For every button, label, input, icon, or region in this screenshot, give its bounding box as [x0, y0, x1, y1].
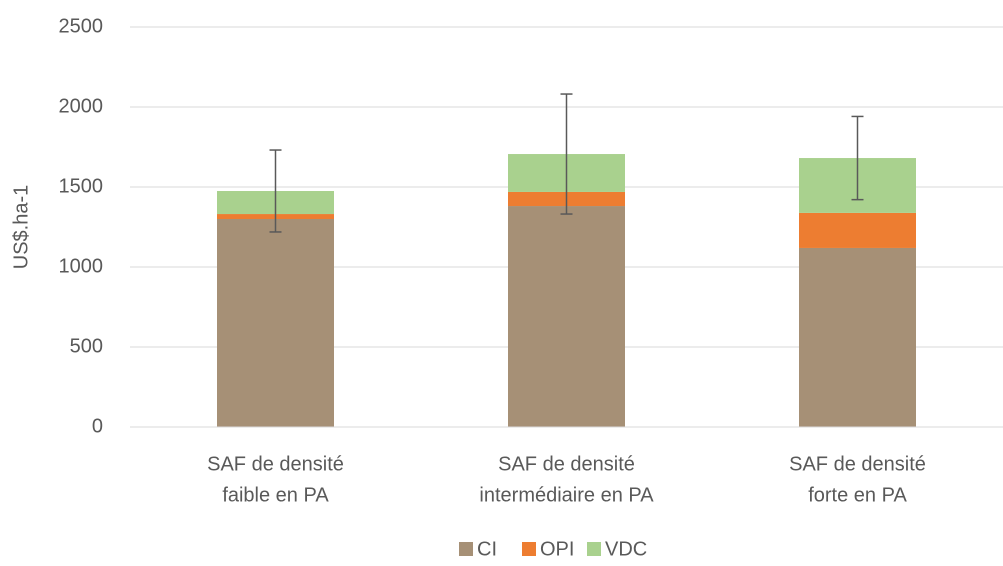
y-tick-label: 2500	[59, 15, 104, 37]
legend-swatch	[587, 542, 601, 556]
bar-segment	[508, 206, 625, 427]
bar-segment	[799, 212, 916, 248]
y-tick-label: 1500	[59, 175, 104, 197]
bar-segment	[799, 247, 916, 427]
legend-label: VDC	[605, 538, 647, 560]
y-tick-label: 0	[92, 415, 103, 437]
y-tick-label: 2000	[59, 95, 104, 117]
legend-swatch	[459, 542, 473, 556]
x-tick-label: intermédiaire en PA	[479, 484, 654, 506]
x-tick-label: forte en PA	[808, 484, 907, 506]
x-tick-label: faible en PA	[222, 484, 329, 506]
bar-segment	[217, 219, 334, 427]
y-tick-label: 1000	[59, 255, 104, 277]
y-axis-label: US$.ha-1	[10, 185, 32, 270]
legend-label: CI	[477, 538, 497, 560]
legend-label: OPI	[540, 538, 574, 560]
x-tick-label: SAF de densité	[789, 453, 926, 475]
y-tick-label: 500	[70, 335, 103, 357]
x-tick-label: SAF de densité	[207, 453, 344, 475]
x-tick-label: SAF de densité	[498, 453, 635, 475]
legend-swatch	[522, 542, 536, 556]
